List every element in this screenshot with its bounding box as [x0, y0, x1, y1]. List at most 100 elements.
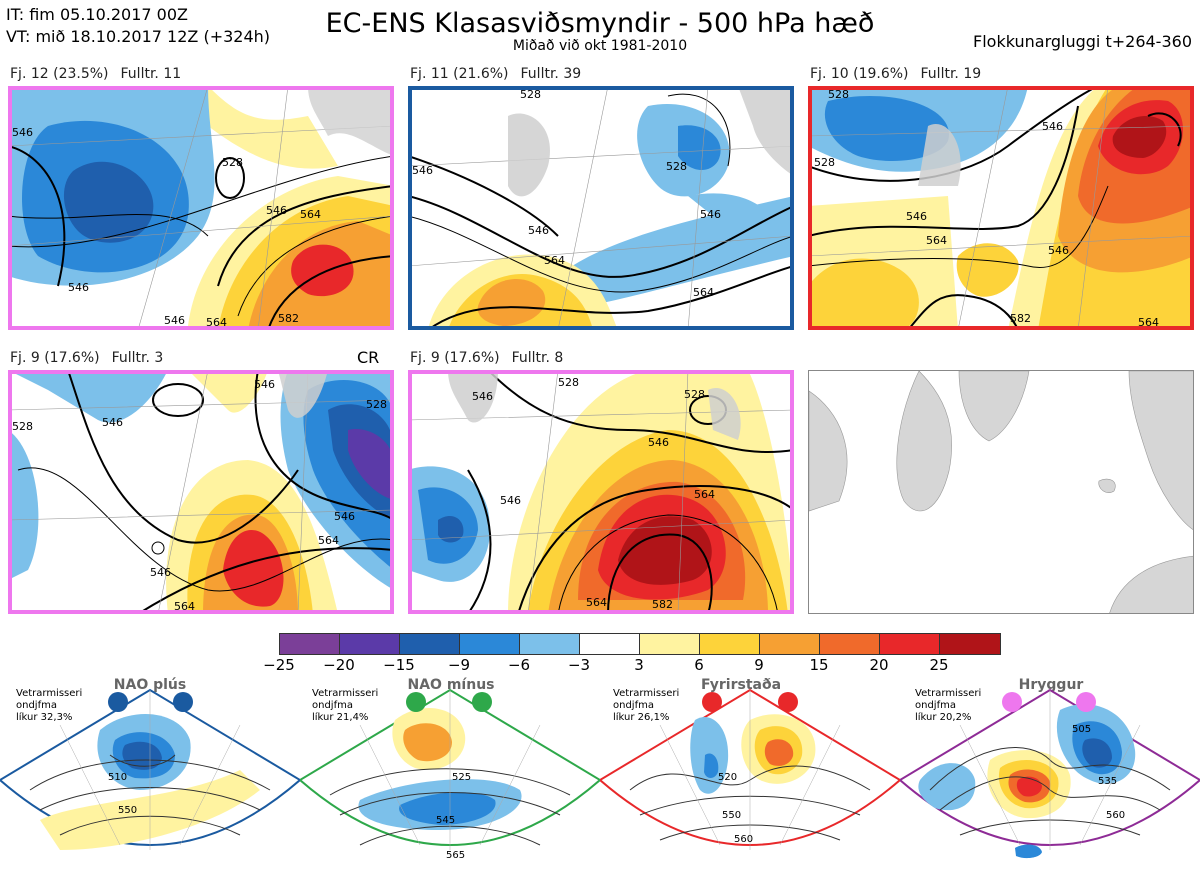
- colorbar-tick: 25: [929, 656, 949, 674]
- cluster-map-1: 546 528 546 564 546 546 564 582: [8, 86, 394, 330]
- p5-contour-label: 546: [500, 494, 521, 507]
- p5-contour-label: 528: [558, 376, 579, 389]
- p5-contour-label: 546: [472, 390, 493, 403]
- panel-1-label: Fj. 12 (23.5%) Fulltr. 11: [10, 66, 181, 82]
- classification-window: Flokkunargluggi t+264-360: [973, 32, 1192, 51]
- p4-contour-label: 528: [366, 398, 387, 411]
- panel-2-count: Fj. 11 (21.6%): [410, 66, 509, 82]
- p1-contour-label: 564: [206, 316, 227, 329]
- p4-contour-label: 564: [318, 534, 339, 547]
- panel-1-rep: Fulltr. 11: [120, 66, 182, 82]
- p4-contour-label: 546: [334, 510, 355, 523]
- p1-contour-label: 546: [12, 126, 33, 139]
- p3-contour-label: 546: [1048, 244, 1069, 257]
- page-subtitle: Miðað við okt 1981-2010: [512, 38, 688, 54]
- panel-3-rep: Fulltr. 19: [920, 66, 982, 82]
- regime-info-ridge: Vetrarmisseri ondjfma líkur 20,2%: [915, 688, 982, 723]
- colorbar-tick: 6: [694, 656, 704, 674]
- colorbar-swatch: [460, 634, 520, 654]
- p5-contour-label: 546: [648, 436, 669, 449]
- regime-info-block: Vetrarmisseri ondjfma líkur 26,1%: [613, 688, 680, 723]
- panel-5-frame: [408, 370, 794, 614]
- p4-contour-label: 546: [102, 416, 123, 429]
- cluster-map-5: 528 546 528 546 546 564 564 582: [408, 370, 794, 614]
- p2-contour-label: 546: [700, 208, 721, 221]
- panel-2-frame: [408, 86, 794, 330]
- regime-map-nao-plus: 510 550: [0, 680, 300, 870]
- panel-4-tag: CR: [357, 348, 380, 367]
- p3-contour-label: 564: [1138, 316, 1159, 329]
- regime-contour-label: 535: [1098, 776, 1117, 787]
- panel-3-label: Fj. 10 (19.6%) Fulltr. 19: [810, 66, 981, 82]
- issue-time: IT: fim 05.10.2017 00Z: [6, 5, 188, 24]
- regime-title-block: Fyrirstaða: [700, 677, 782, 693]
- colorbar-tick: 3: [634, 656, 644, 674]
- regime-title-nao-plus: NAO plús: [113, 677, 187, 693]
- regime-contour-label: 510: [108, 772, 127, 783]
- p1-contour-label: 582: [278, 312, 299, 325]
- colorbar-swatch: [520, 634, 580, 654]
- panel-3-frame: [808, 86, 1194, 330]
- p3-contour-label: 582: [1010, 312, 1031, 325]
- panel-4-rep: Fulltr. 3: [111, 350, 164, 366]
- p5-contour-label: 564: [694, 488, 715, 501]
- colorbar-tick: −25: [263, 656, 295, 674]
- panel-4-label: Fj. 9 (17.6%) Fulltr. 3: [10, 350, 163, 366]
- p1-contour-label: 546: [164, 314, 185, 327]
- colorbar-tick: −3: [567, 656, 591, 674]
- colorbar-tick: −20: [323, 656, 355, 674]
- colorbar-swatch: [640, 634, 700, 654]
- p2-contour-label: 546: [412, 164, 433, 177]
- p4-contour-label: 528: [12, 420, 33, 433]
- colorbar-tick: −9: [447, 656, 471, 674]
- regime-contour-label: 550: [118, 805, 137, 816]
- p3-contour-label: 528: [828, 88, 849, 101]
- regime-title-nao-minus: NAO mínus: [407, 677, 495, 693]
- colorbar-tick: 15: [809, 656, 829, 674]
- cluster-map-2: 528 546 528 546 564 546 564: [408, 86, 794, 330]
- regime-contour-label: 560: [734, 834, 753, 845]
- p2-contour-label: 528: [666, 160, 687, 173]
- panel-5-label: Fj. 9 (17.6%) Fulltr. 8: [410, 350, 563, 366]
- valid-time: VT: mið 18.10.2017 12Z (+324h): [6, 27, 271, 46]
- p3-contour-label: 546: [1042, 120, 1063, 133]
- p2-contour-label: 564: [544, 254, 565, 267]
- p1-contour-label: 564: [300, 208, 321, 221]
- panel-2-label: Fj. 11 (21.6%) Fulltr. 39: [410, 66, 581, 82]
- colorbar-swatch: [580, 634, 640, 654]
- p4-contour-label: 546: [150, 566, 171, 579]
- regime-map-ridge: 505 535 560: [900, 680, 1200, 870]
- p2-contour-label: 528: [520, 88, 541, 101]
- colorbar-swatch: [280, 634, 340, 654]
- panel-3-count: Fj. 10 (19.6%): [810, 66, 909, 82]
- regime-contour-label: 505: [1072, 724, 1091, 735]
- colorbar-tick: −6: [507, 656, 531, 674]
- regime-info-nao-plus: Vetrarmisseri ondjfma líkur 32,3%: [16, 688, 83, 723]
- p1-contour-label: 528: [222, 156, 243, 169]
- p2-contour-label: 546: [528, 224, 549, 237]
- p5-contour-label: 528: [684, 388, 705, 401]
- p5-contour-label: 564: [586, 596, 607, 609]
- regime-map-nao-minus: 525 545 565: [300, 680, 600, 870]
- p1-contour-label: 546: [68, 281, 89, 294]
- p2-contour-label: 564: [693, 286, 714, 299]
- panel-4-count: Fj. 9 (17.6%): [10, 350, 100, 366]
- p3-contour-label: 564: [926, 234, 947, 247]
- panel-5-count: Fj. 9 (17.6%): [410, 350, 500, 366]
- colorbar-swatch: [820, 634, 880, 654]
- p3-contour-label: 528: [814, 156, 835, 169]
- regime-contour-label: 550: [722, 810, 741, 821]
- colorbar-tick: 20: [869, 656, 889, 674]
- colorbar-swatch: [700, 634, 760, 654]
- regime-contour-label: 565: [446, 850, 465, 861]
- regime-contour-label: 520: [718, 772, 737, 783]
- p4-contour-label: 564: [174, 600, 195, 613]
- colorbar-swatch: [340, 634, 400, 654]
- header-timestamps: IT: fim 05.10.2017 00Z VT: mið 18.10.201…: [6, 4, 270, 48]
- panel-2-rep: Fulltr. 39: [520, 66, 582, 82]
- regime-map-block: 520 550 560: [600, 680, 900, 870]
- regime-contour-label: 560: [1106, 810, 1125, 821]
- p4-contour-label: 546: [254, 378, 275, 391]
- cluster-map-3: 528 546 528 546 564 546 582 564: [808, 86, 1194, 330]
- colorbar-swatch: [940, 634, 1000, 654]
